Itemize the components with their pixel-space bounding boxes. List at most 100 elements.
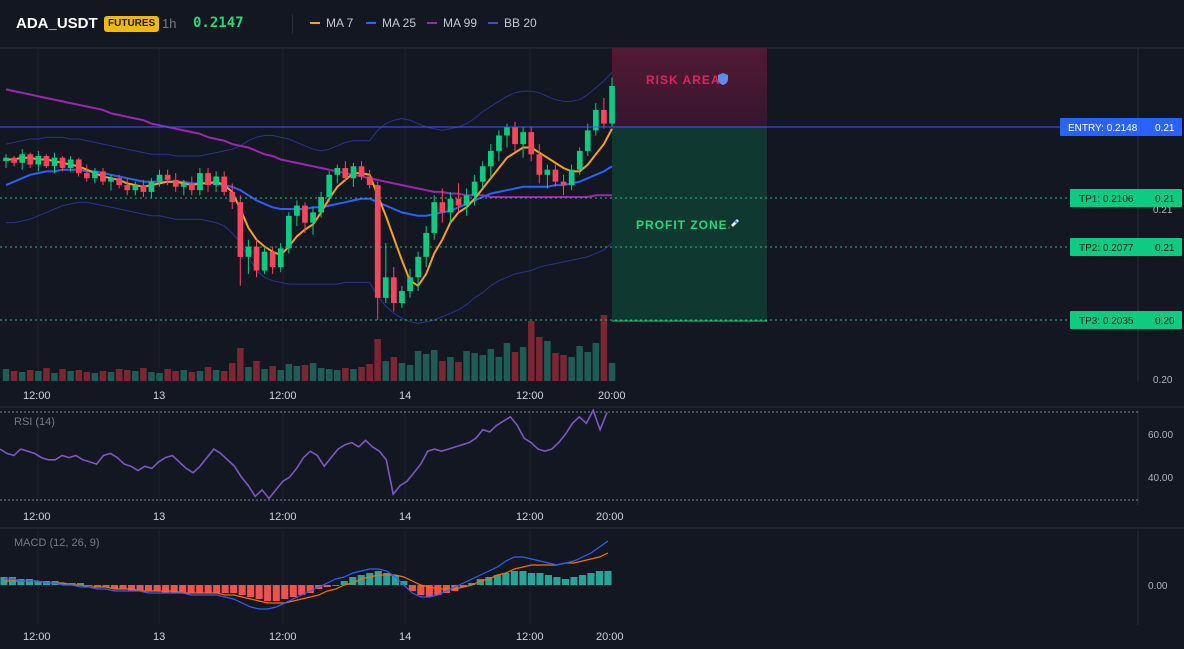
- macd-histogram-bar: [536, 573, 544, 585]
- shield-icon: [718, 73, 728, 85]
- volume-bar: [115, 369, 123, 381]
- candle-up: [156, 174, 163, 182]
- tp2-tag-price: 0.21: [1155, 243, 1175, 254]
- volume-bar: [350, 369, 357, 381]
- macd-title[interactable]: MACD (12, 26, 9): [14, 537, 100, 549]
- macd-histogram-bar: [510, 571, 518, 585]
- macd-histogram-bar: [417, 585, 425, 595]
- macd-histogram-bar: [476, 579, 484, 585]
- volume-bar: [35, 371, 42, 381]
- candle-down: [253, 246, 260, 271]
- volume-bar: [277, 370, 284, 381]
- candle-up: [593, 109, 599, 131]
- candle-up: [51, 157, 58, 167]
- volume-bar: [132, 371, 139, 381]
- header-divider: [292, 14, 293, 34]
- legend-ma7[interactable]: MA 7: [310, 16, 353, 30]
- legend-bb-label: BB 20: [504, 16, 537, 30]
- macd-histogram-bar: [408, 585, 416, 591]
- volume-bar: [204, 367, 212, 381]
- price-tick-label: 0.20: [1153, 375, 1173, 386]
- ma99-line: [5, 88, 612, 198]
- macd-histogram-bar: [170, 585, 178, 593]
- candle-up: [3, 157, 9, 162]
- volume-bar: [196, 371, 204, 381]
- volume-bar: [544, 341, 551, 381]
- x-tick-label: 12:00: [23, 390, 51, 402]
- x-tick-label: 14: [399, 631, 411, 643]
- candle-up: [334, 168, 341, 175]
- candles: [3, 77, 615, 320]
- macd-histogram-bar: [527, 573, 535, 585]
- candle-up: [294, 205, 300, 216]
- candle-up: [286, 215, 292, 249]
- legend-ma99[interactable]: MA 99: [427, 16, 477, 30]
- macd-histogram-bar: [553, 577, 561, 585]
- candle-up: [318, 197, 324, 213]
- volume-bar: [519, 347, 527, 381]
- candle-down: [189, 183, 195, 191]
- volume-bar: [124, 370, 131, 381]
- rsi-title[interactable]: RSI (14): [14, 416, 55, 428]
- last-price: 0.2147: [193, 15, 244, 31]
- volume-bar: [83, 372, 91, 381]
- candle-down: [116, 178, 122, 185]
- tp1-tag-price: 0.21: [1155, 194, 1175, 205]
- macd-histogram-bar: [502, 573, 510, 585]
- tp1-tag[interactable]: [1070, 189, 1182, 207]
- candle-up: [584, 130, 591, 151]
- candle-down: [84, 173, 90, 179]
- candle-up: [431, 202, 438, 233]
- macd-histogram-bar: [179, 585, 187, 593]
- candle-up: [277, 248, 284, 268]
- macd-histogram-bar: [187, 585, 195, 593]
- volume-bar: [148, 372, 155, 381]
- chart-header: ADA_USDT FUTURES 1h 0.2147 MA 7 MA 25 MA…: [0, 0, 1184, 48]
- risk-zone: [612, 48, 767, 127]
- volume-bar: [431, 350, 438, 381]
- macd-histogram-bar: [145, 585, 153, 591]
- macd-histogram-bar: [349, 577, 357, 585]
- volume-bar: [2, 369, 10, 381]
- volume-bar: [390, 357, 398, 381]
- tp3-tag[interactable]: [1070, 311, 1182, 329]
- candle-down: [536, 154, 543, 175]
- legend-bb[interactable]: BB 20: [488, 16, 537, 30]
- legend-ma25[interactable]: MA 25: [366, 16, 416, 30]
- candle-down: [374, 185, 381, 298]
- volume-bar: [309, 363, 317, 381]
- entry-tag[interactable]: [1060, 118, 1182, 136]
- candle-up: [423, 232, 429, 257]
- profit-zone: [612, 127, 767, 321]
- macd-histogram-bar: [60, 583, 68, 585]
- volume-bar: [10, 371, 18, 381]
- macd-histogram-bar: [332, 585, 340, 586]
- volume-bar: [528, 321, 535, 381]
- symbol-name[interactable]: ADA_USDT: [16, 15, 98, 32]
- candle-down: [358, 166, 365, 177]
- volume-bar: [91, 373, 99, 381]
- macd-histogram-bar: [306, 585, 314, 593]
- volume-bar: [107, 372, 115, 381]
- volume-bar: [439, 361, 446, 381]
- volume-bar: [455, 362, 462, 381]
- candle-down: [11, 157, 17, 163]
- macd-line: [4, 540, 609, 610]
- tp2-tag[interactable]: [1070, 238, 1182, 256]
- volume-bar: [592, 343, 600, 381]
- candle-up: [520, 132, 526, 145]
- volume-bar: [301, 365, 309, 381]
- timeframe-label[interactable]: 1h: [162, 16, 177, 31]
- volume-bar: [180, 370, 187, 381]
- bb-upper-line: [5, 71, 613, 157]
- macd-histogram-bar: [434, 585, 442, 595]
- volume-bar: [59, 369, 66, 381]
- volume-bar: [269, 366, 276, 381]
- macd-histogram-bar: [0, 577, 8, 585]
- macd-histogram-bar: [391, 575, 399, 585]
- volume-bar: [172, 371, 179, 381]
- ma7-line: [6, 128, 613, 288]
- volume-bar: [398, 363, 406, 381]
- candle-down: [601, 109, 607, 124]
